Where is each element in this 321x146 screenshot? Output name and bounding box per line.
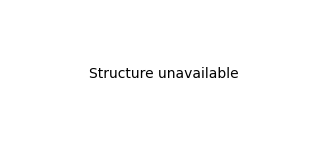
Text: Structure unavailable: Structure unavailable	[89, 67, 239, 81]
